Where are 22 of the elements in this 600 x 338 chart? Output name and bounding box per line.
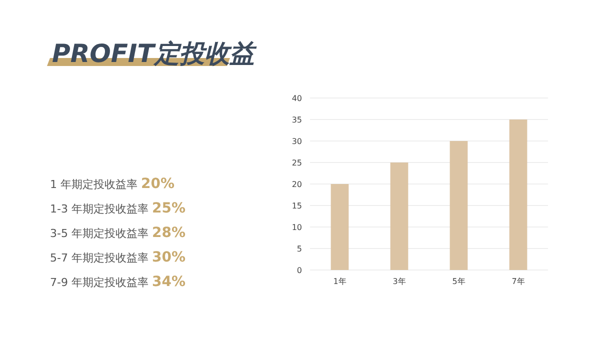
x-tick-label: 1年: [333, 277, 346, 286]
x-tick-label: 3年: [392, 277, 406, 286]
bar: [509, 120, 528, 270]
text: 3-5 年期定投收益率 28%: [50, 225, 186, 241]
text: 1-3 年期定投收益率 25%: [50, 200, 186, 216]
y-tick-label: 35: [292, 115, 302, 124]
text: 1 年期定投收益率 20%: [50, 176, 175, 192]
y-tick-label: 10: [292, 222, 302, 232]
y-tick-label: 0: [296, 266, 302, 275]
y-tick-label: 30: [292, 136, 302, 146]
y-tick-label: 15: [292, 201, 302, 210]
bar: [330, 184, 349, 270]
y-tick-label: 5: [296, 244, 302, 254]
x-tick-label: 7年: [512, 277, 525, 286]
bar: [390, 162, 408, 270]
y-tick-label: 25: [292, 158, 302, 168]
x-tick-label: 5年: [452, 277, 466, 286]
text: 5-7 年期定投收益率 30%: [50, 250, 186, 266]
bar: [450, 141, 468, 270]
y-tick-label: 40: [292, 94, 302, 103]
text: 7-9 年期定投收益率 34%: [50, 274, 186, 290]
y-tick-label: 20: [292, 180, 302, 189]
